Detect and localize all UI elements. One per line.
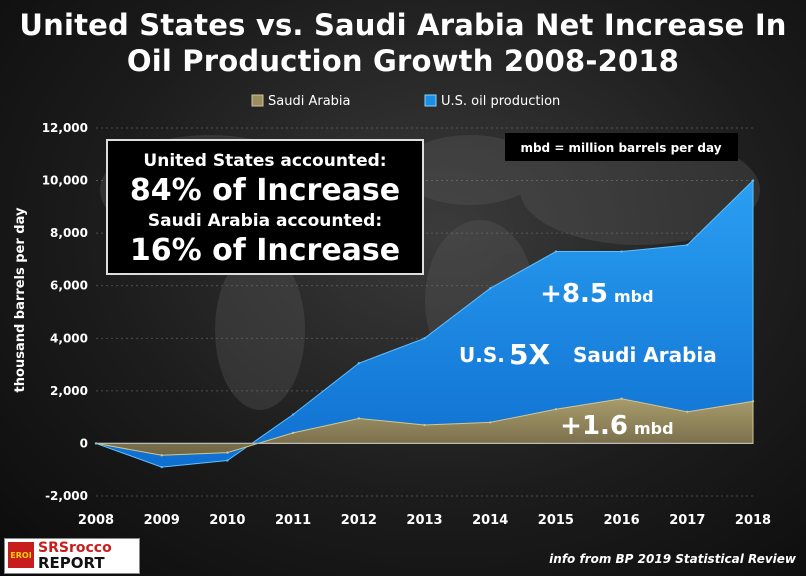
- y-tick-label-1: 0: [80, 436, 88, 450]
- x-tick-label-2017: 2017: [669, 513, 705, 528]
- legend: Saudi Arabia U.S. oil production: [251, 94, 560, 109]
- point-us-oil-2016: [620, 250, 623, 253]
- us-vs-prefix: U.S.: [459, 343, 505, 367]
- y-tick-label-5: 8,000: [50, 226, 88, 240]
- point-us-oil-2018: [751, 179, 755, 182]
- sa-increase-value: +1.6: [560, 411, 628, 441]
- point-saudi-arabia-2017: [686, 410, 689, 414]
- x-tick-label-2008: 2008: [78, 513, 114, 528]
- x-tick-label-2010: 2010: [209, 513, 245, 528]
- point-saudi-arabia-2015: [554, 408, 558, 411]
- y-axis-ticks: -2,000 0 2,000 4,000 6,000 8,000 10,000 12,000: [42, 121, 88, 503]
- x-axis-ticks: 2008 2009 2010 2011 2012 2013 2014 2015 2016 2017…: [78, 513, 771, 528]
- x-tick-label-2016: 2016: [604, 513, 640, 528]
- chart-title-line-1: United States vs. Saudi Arabia Net Incre…: [19, 8, 787, 42]
- x-tick-label-2012: 2012: [341, 513, 377, 528]
- point-saudi-arabia-2016: [620, 397, 623, 400]
- point-saudi-arabia-2011: [291, 431, 295, 435]
- logo-top-text: SRSrocco: [38, 540, 112, 556]
- us-increase-value: +8.5: [540, 279, 608, 309]
- legend-label-saudi-arabia: Saudi Arabia: [268, 94, 351, 109]
- point-us-oil-2012: [357, 362, 360, 365]
- point-saudi-arabia-2014: [489, 421, 492, 424]
- eroi-badge: EROI: [8, 542, 34, 568]
- point-saudi-arabia-2013: [423, 423, 426, 427]
- y-tick-label-6: 10,000: [42, 174, 88, 188]
- plot-areas: [94, 179, 755, 469]
- y-tick-label-0: -2,000: [45, 489, 88, 503]
- x-tick-label-2018: 2018: [735, 513, 771, 528]
- mbd-note-box: mbd = million barrels per day: [505, 133, 738, 161]
- point-saudi-arabia-2009: [160, 454, 163, 457]
- y-tick-label-4: 6,000: [50, 279, 88, 293]
- summary-us-value: 84% of Increase: [130, 173, 400, 208]
- point-saudi-arabia-2012: [357, 417, 360, 420]
- y-axis-label: thousand barrels per day: [13, 207, 28, 392]
- srsrocco-logo: EROI SRSrocco REPORT: [4, 538, 140, 574]
- point-saudi-arabia-2018: [751, 400, 755, 403]
- point-us-oil-2009: [160, 465, 163, 469]
- x-tick-label-2014: 2014: [472, 513, 508, 528]
- point-us-oil-2010: [226, 459, 229, 462]
- summary-box: United States accounted: 84% of Increase…: [106, 139, 424, 275]
- sa-increase-unit: mbd: [634, 419, 674, 438]
- legend-swatch-us-oil: [424, 94, 437, 107]
- x-tick-label-2013: 2013: [406, 513, 442, 528]
- us-vs-multiple: 5X: [509, 338, 550, 371]
- us-vs-suffix: Saudi Arabia: [573, 343, 717, 367]
- summary-us-label: United States accounted:: [143, 151, 386, 171]
- point-us-oil-2008: [94, 442, 98, 445]
- x-tick-label-2009: 2009: [144, 513, 180, 528]
- x-tick-label-2011: 2011: [275, 513, 311, 528]
- y-tick-label-3: 4,000: [50, 331, 88, 345]
- summary-sa-label: Saudi Arabia accounted:: [148, 211, 382, 231]
- y-tick-label-2: 2,000: [50, 384, 88, 398]
- mbd-note-text: mbd = million barrels per day: [520, 141, 721, 155]
- point-us-oil-2013: [423, 337, 426, 340]
- source-note: info from BP 2019 Statistical Review: [549, 552, 796, 566]
- legend-swatch-saudi-arabia: [251, 94, 264, 107]
- logo-bottom-text: REPORT: [38, 554, 105, 572]
- legend-label-us-oil: U.S. oil production: [441, 94, 560, 109]
- chart-title-line-2: Oil Production Growth 2008-2018: [126, 44, 680, 78]
- point-us-oil-2017: [686, 243, 689, 247]
- point-saudi-arabia-2010: [226, 451, 229, 454]
- point-us-oil-2011: [291, 413, 295, 416]
- point-us-oil-2014: [489, 287, 492, 290]
- point-us-oil-2015: [554, 250, 558, 253]
- y-tick-label-7: 12,000: [42, 121, 88, 135]
- summary-sa-value: 16% of Increase: [130, 233, 400, 268]
- x-tick-label-2015: 2015: [538, 513, 574, 528]
- us-increase-unit: mbd: [614, 287, 654, 306]
